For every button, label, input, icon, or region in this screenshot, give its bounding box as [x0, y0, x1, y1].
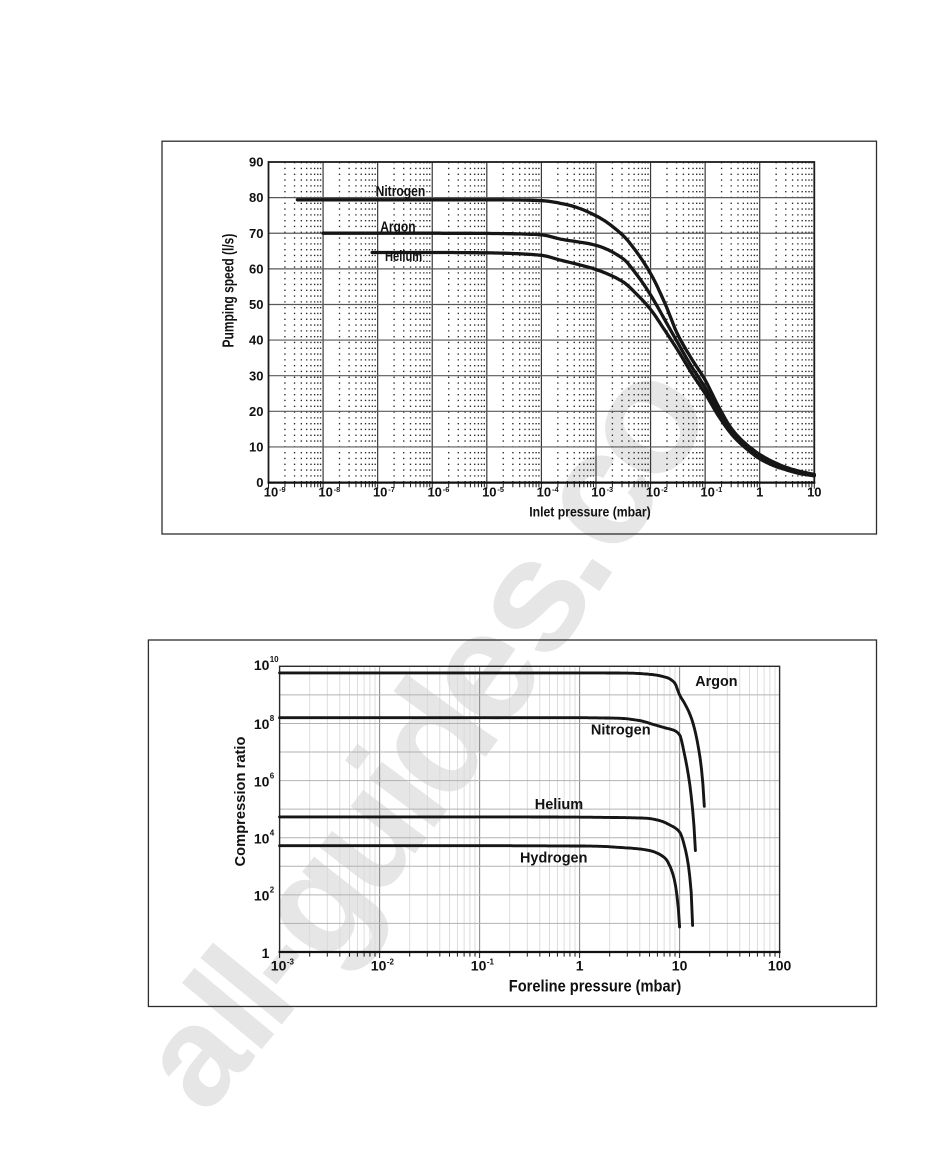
svg-text:80: 80 — [249, 190, 263, 205]
svg-text:70: 70 — [249, 226, 263, 241]
svg-text:-7: -7 — [388, 485, 395, 494]
svg-text:10: 10 — [700, 485, 714, 500]
svg-text:Compression ratio: Compression ratio — [232, 737, 249, 867]
svg-text:Helium: Helium — [535, 796, 584, 813]
svg-text:Hydrogen: Hydrogen — [520, 850, 587, 867]
svg-text:60: 60 — [249, 262, 263, 277]
svg-text:-4: -4 — [552, 485, 559, 494]
svg-text:1: 1 — [262, 945, 270, 961]
svg-text:Helium: Helium — [385, 248, 422, 265]
svg-text:4: 4 — [270, 829, 275, 838]
svg-text:Nitrogen: Nitrogen — [376, 183, 426, 200]
svg-text:90: 90 — [249, 155, 263, 170]
svg-text:10: 10 — [254, 888, 270, 904]
svg-text:10: 10 — [254, 831, 270, 847]
svg-text:10: 10 — [254, 773, 270, 789]
svg-text:-1: -1 — [716, 485, 723, 494]
svg-text:10: 10 — [471, 958, 487, 974]
svg-text:30: 30 — [249, 368, 263, 383]
svg-text:-2: -2 — [661, 485, 668, 494]
svg-text:Nitrogen: Nitrogen — [591, 722, 651, 739]
svg-text:-5: -5 — [497, 485, 504, 494]
svg-text:-8: -8 — [334, 485, 341, 494]
svg-text:10: 10 — [482, 485, 496, 500]
svg-text:20: 20 — [249, 404, 263, 419]
svg-text:8: 8 — [270, 714, 275, 723]
svg-text:1: 1 — [756, 485, 763, 500]
svg-text:Inlet pressure (mbar): Inlet pressure (mbar) — [529, 504, 651, 520]
svg-text:10: 10 — [249, 440, 263, 455]
svg-text:10: 10 — [537, 485, 551, 500]
svg-text:-9: -9 — [279, 485, 286, 494]
svg-text:Argon: Argon — [380, 219, 415, 236]
svg-text:10: 10 — [264, 485, 278, 500]
svg-text:Pumping speed (l/s): Pumping speed (l/s) — [221, 234, 238, 348]
svg-text:10: 10 — [254, 657, 270, 673]
svg-text:40: 40 — [249, 333, 263, 348]
svg-text:2: 2 — [270, 886, 275, 895]
svg-text:100: 100 — [768, 958, 792, 974]
svg-text:10: 10 — [807, 485, 821, 500]
svg-text:10: 10 — [270, 655, 279, 664]
svg-text:10: 10 — [318, 485, 332, 500]
svg-text:0: 0 — [256, 475, 263, 490]
svg-text:-6: -6 — [443, 485, 450, 494]
svg-text:1: 1 — [576, 958, 584, 974]
svg-text:10: 10 — [427, 485, 441, 500]
svg-text:-3: -3 — [287, 957, 295, 966]
svg-text:Argon: Argon — [695, 673, 737, 690]
svg-text:-3: -3 — [607, 485, 614, 494]
svg-text:Foreline pressure (mbar): Foreline pressure (mbar) — [509, 977, 681, 995]
svg-text:6: 6 — [270, 771, 275, 780]
svg-text:10: 10 — [373, 485, 387, 500]
svg-text:10: 10 — [591, 485, 605, 500]
svg-text:10: 10 — [371, 958, 387, 974]
svg-text:10: 10 — [646, 485, 660, 500]
svg-text:50: 50 — [249, 297, 263, 312]
svg-text:-2: -2 — [387, 957, 395, 966]
svg-text:-1: -1 — [487, 957, 495, 966]
svg-text:10: 10 — [271, 958, 287, 974]
svg-text:10: 10 — [254, 716, 270, 732]
svg-text:10: 10 — [672, 958, 688, 974]
